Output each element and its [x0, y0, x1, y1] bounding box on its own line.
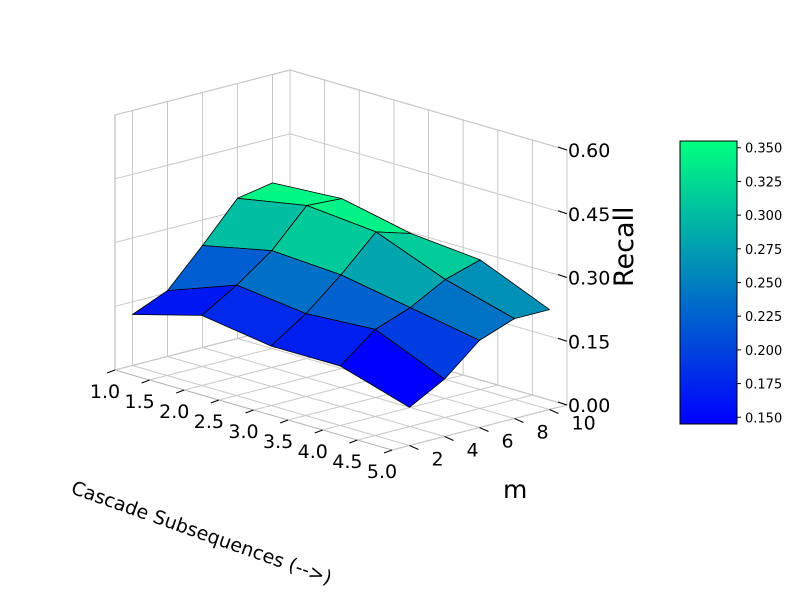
z-tick-label: 0.60: [568, 140, 610, 162]
recall-surface: [132, 182, 550, 408]
z-grid-line: [114, 133, 568, 215]
x-tick-label: 4.5: [332, 451, 362, 473]
colorbar-tick-label: 0.325: [745, 175, 782, 190]
x-tick-mark: [141, 379, 150, 384]
tick-labels: 1.0 1.5 2.0 2.5 3.0 3.5 4.0 4.5 5.0 2 4 6 8 100.00 0.1…: [90, 140, 610, 483]
y-axis-label: m: [503, 475, 527, 504]
y-tick-label: 8: [537, 422, 549, 444]
z-tick-label: 0.15: [568, 331, 610, 353]
x-tick-label: 2.5: [194, 411, 224, 433]
x-tick-label: 3.0: [228, 421, 258, 443]
y-tick-label: 6: [502, 431, 514, 453]
x-tick-mark: [314, 429, 323, 434]
z-tick-label: 0.00: [568, 395, 610, 417]
z-tick-mark: [557, 210, 568, 215]
y-tick-label: 2: [432, 449, 444, 471]
colorbar-tick-label: 0.175: [745, 378, 782, 393]
z-tick-label: 0.30: [568, 268, 610, 290]
z-tick-mark: [557, 401, 568, 406]
x-tick-label: 2.0: [159, 401, 189, 423]
x-tick-label: 3.5: [263, 431, 293, 453]
x-tick-mark: [176, 389, 185, 394]
surface-patch: [339, 328, 445, 408]
x-tick-label: 5.0: [367, 461, 397, 483]
x-tick-mark: [349, 439, 358, 444]
colorbar-tick-label: 0.300: [745, 209, 782, 224]
y-tick-label: 4: [467, 440, 479, 462]
colorbar-ticks: 0.150 0.175 0.200 0.225 0.250 0.275 0.300 0.325…: [737, 142, 782, 426]
y-tick-mark: [514, 418, 524, 423]
colorbar: [679, 140, 738, 425]
x-tick-mark: [210, 399, 220, 404]
x-tick-label: 1.0: [90, 381, 120, 403]
z-tick-mark: [557, 146, 568, 151]
x-tick-mark: [279, 419, 289, 424]
colorbar-tick-label: 0.250: [745, 277, 782, 292]
x-tick-label: 1.5: [125, 391, 155, 413]
x-axis-label: Cascade Subsequences (-->): [68, 477, 334, 589]
z-tick-label: 0.45: [568, 204, 610, 226]
y-tick-mark: [409, 445, 419, 450]
colorbar-tick-label: 0.225: [745, 310, 782, 325]
colorbar-tick-label: 0.150: [745, 411, 782, 426]
x-tick-mark: [383, 449, 393, 454]
x-tick-label: 4.0: [298, 441, 328, 463]
z-grid-line: [114, 69, 568, 151]
z-axis-label: Recall: [609, 206, 640, 287]
y-tick-label: 10: [572, 413, 596, 435]
colorbar-tick-label: 0.200: [745, 344, 782, 359]
y-tick-mark: [549, 409, 559, 414]
x-tick-mark: [245, 409, 254, 414]
z-tick-mark: [557, 337, 568, 342]
z-tick-mark: [557, 274, 568, 278]
x-tick-mark: [106, 369, 116, 374]
y-tick-mark: [479, 427, 489, 432]
colorbar-tick-label: 0.275: [745, 243, 782, 258]
colorbar-tick-label: 0.350: [745, 142, 782, 157]
y-tick-mark: [444, 436, 454, 441]
